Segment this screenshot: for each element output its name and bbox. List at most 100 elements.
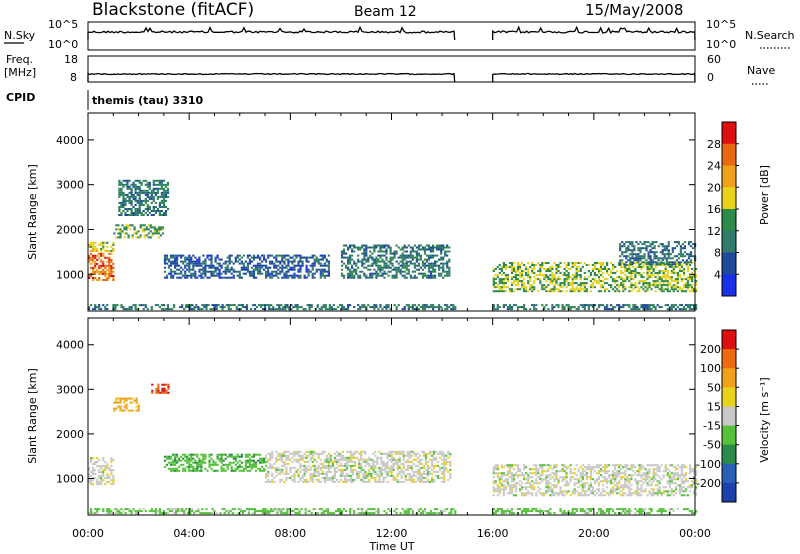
power-cell-3 [120,214,123,216]
velocity-cell-5 [525,482,528,485]
power-cell-4 [163,256,167,259]
power-cell-4 [218,272,221,275]
power-cell-5 [442,276,445,279]
velocity-cell-5 [521,488,524,491]
velocity-cell-5 [565,474,568,477]
velocity-cell-4 [398,470,401,473]
power-cell-5 [413,244,416,247]
power-cell-6 [555,270,558,272]
velocity-cell-5 [545,480,548,483]
power-cell-8 [421,306,425,309]
velocity-cell-5 [595,466,599,469]
power-cell-8 [585,304,588,307]
power-cell-3 [152,189,155,192]
power-cell-5 [446,262,449,265]
power-cell-4 [240,268,243,271]
power-cell-7 [647,253,650,256]
velocity-cell-1 [125,397,128,400]
power-cell-5 [403,256,406,259]
velocity-cell-4 [449,464,452,467]
power-cell-4 [204,264,207,267]
power-cell-0 [92,260,95,263]
velocity-cell-3 [222,459,225,462]
power-cell-7 [639,263,642,266]
velocity-cell-5 [543,494,546,497]
velocity-cell-5 [498,476,501,479]
power-cell-4 [323,254,326,257]
power-cell-6 [591,264,594,266]
power-cell-6 [654,282,657,285]
power-cell-6 [498,268,501,270]
power-cell-8 [290,308,293,311]
power-cell-3 [146,181,149,184]
velocity-cell-5 [508,466,512,469]
power-cell-4 [305,268,308,271]
power-cell-6 [527,268,530,270]
power-cell-7 [651,259,654,262]
velocity-cell-3 [232,455,235,458]
power-cell-6 [492,290,495,293]
velocity-cell-1 [121,409,124,412]
power-cell-5 [415,276,418,279]
velocity-cell-1 [131,401,134,404]
power-cell-5 [361,262,364,265]
power-cell-3 [158,183,161,186]
power-cell-4 [180,276,183,279]
power-cell-2 [119,228,122,231]
velocity-cell-5 [638,466,641,469]
power-cell-8 [367,304,370,307]
power-cell-7 [661,245,664,248]
velocity-cell-4 [271,454,274,457]
velocity-cell-4 [352,456,355,459]
power-cell-8 [215,306,218,309]
velocity-cell-4 [299,478,302,481]
power-cell-4 [210,262,213,265]
power-cell-6 [601,262,605,264]
velocity-cell-4 [380,456,383,459]
power-cell-3 [122,195,125,198]
power-cell-8 [650,308,653,311]
power-cell-6 [686,280,690,283]
power-cell-4 [303,256,306,259]
velocity-cell-3 [172,453,175,456]
power-cell-5 [383,266,386,269]
power-cell-6 [691,284,694,287]
power-cell-8 [688,308,692,311]
power-cell-6 [512,266,516,268]
power-cell-1 [100,241,103,244]
velocity-cell-5 [601,494,605,497]
power-cell-3 [158,181,161,184]
velocity-cell-4 [424,468,428,471]
velocity-cell-3 [178,459,181,462]
power-cell-6 [680,264,683,266]
power-cell-5 [361,252,364,255]
velocity-cell-4 [329,476,332,479]
velocity-cell-5 [561,464,564,467]
power-cell-6 [638,290,641,293]
power-cell-5 [427,276,431,279]
power-cell-5 [373,268,376,271]
power-cell-4 [169,270,173,273]
power-cell-3 [130,195,133,198]
power-cell-3 [152,197,155,200]
velocity-cell-4 [277,472,280,475]
power-cell-7 [692,255,695,258]
velocity-cell-4 [404,460,407,463]
power-cell-5 [403,274,406,277]
velocity-cell-5 [559,470,562,473]
power-cell-4 [210,254,213,257]
power-cell-3 [162,193,166,196]
power-cell-8 [676,306,679,309]
power-cell-0 [102,279,105,281]
power-cell-6 [618,290,621,293]
velocity-cell-4 [327,478,330,481]
power-cell-4 [275,258,278,261]
power-cell-3 [118,195,121,198]
power-cell-5 [429,256,433,259]
velocity-cell-3 [172,463,175,466]
velocity-cell-0 [106,475,109,478]
power-cell-6 [652,270,655,272]
power-cell-6 [686,288,690,291]
power-cell-5 [419,254,422,257]
power-cell-8 [454,306,457,309]
